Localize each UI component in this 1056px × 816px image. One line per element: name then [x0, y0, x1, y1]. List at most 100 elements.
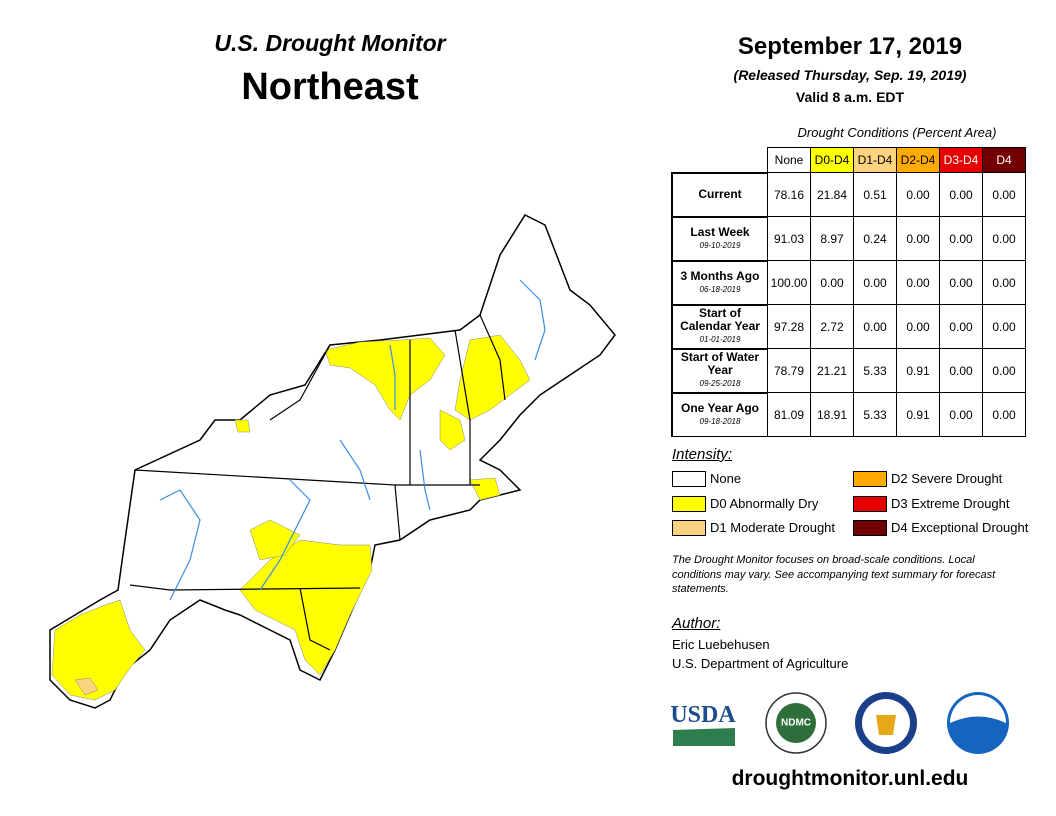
logos: USDA NDMC NOAA — [670, 692, 1009, 754]
logo-usda: USDA — [670, 702, 736, 746]
cell: 0.00 — [982, 348, 1026, 393]
row-label: Start of Calendar Year 01-01-2019 — [671, 303, 768, 349]
legend-title: Intensity: — [672, 446, 733, 463]
cell: 0.00 — [896, 304, 940, 349]
cell: 5.33 — [853, 392, 897, 437]
table-row: 3 Months Ago 06-18-2019 100.00 0.00 0.00 0.00… — [671, 259, 1026, 305]
logo-noaa: NOAA — [947, 692, 1009, 754]
row-name: Start of Calendar Year — [680, 306, 760, 333]
row-label: One Year Ago 09-18-2018 — [671, 391, 768, 437]
logo-doc — [855, 692, 917, 754]
released: (Released Thursday, Sep. 19, 2019) — [733, 67, 967, 83]
legend-swatch — [853, 520, 887, 536]
cell: 0.00 — [810, 260, 854, 305]
row-name: Current — [698, 187, 742, 201]
cell: 78.79 — [767, 348, 811, 393]
legend-label: D1 Moderate Drought — [710, 520, 836, 535]
legend-swatch — [853, 471, 887, 487]
cell: 0.00 — [939, 348, 983, 393]
cell: 0.00 — [853, 260, 897, 305]
cell: 0.00 — [982, 260, 1026, 305]
row-label: Last Week 09-10-2019 — [671, 215, 768, 261]
conditions-table: None D0-D4 D1-D4 D2-D4 D3-D4 D4 Current 78.16 21… — [671, 147, 1026, 437]
column-header: D1-D4 — [853, 147, 897, 173]
logo-ndmc: NDMC — [765, 692, 827, 754]
logo-disc — [776, 703, 816, 743]
region-outline — [49, 214, 616, 709]
author-org: U.S. Department of Agriculture — [672, 656, 849, 671]
cell: 0.00 — [896, 260, 940, 305]
column-header: None — [767, 147, 811, 173]
cell: 0.51 — [853, 172, 897, 217]
row-name: Last Week — [690, 224, 750, 239]
cell: 21.21 — [810, 348, 854, 393]
cell: 78.16 — [767, 172, 811, 217]
table-caption: Drought Conditions (Percent Area) — [797, 125, 997, 140]
table-row: Last Week 09-10-2019 91.03 8.97 0.24 0.00 0.00… — [671, 215, 1026, 261]
cell: 0.00 — [982, 216, 1026, 261]
header-row: None D0-D4 D1-D4 D2-D4 D3-D4 D4 — [672, 147, 1026, 173]
column-header: D0-D4 — [810, 147, 854, 173]
cell: 97.28 — [767, 304, 811, 349]
column-header: D4 — [982, 147, 1026, 173]
logo-text: NDMC — [781, 718, 811, 729]
cell: 0.24 — [853, 216, 897, 261]
row-date: 09-10-2019 — [699, 240, 741, 250]
legend-label: D2 Severe Drought — [891, 471, 1003, 486]
cell: 0.00 — [896, 172, 940, 217]
cell: 100.00 — [767, 260, 811, 305]
cell: 0.00 — [982, 172, 1026, 217]
cell: 21.84 — [810, 172, 854, 217]
cell: 91.03 — [767, 216, 811, 261]
cell: 0.00 — [939, 304, 983, 349]
row-date: 01-01-2019 — [699, 335, 741, 344]
row-date: 09-25-2018 — [699, 379, 741, 388]
table-row: Start of Calendar Year 01-01-2019 97.28 2.7… — [671, 303, 1026, 349]
date: September 17, 2019 — [737, 33, 963, 60]
cell: 81.09 — [767, 392, 811, 437]
author-title: Author: — [672, 615, 721, 632]
cell: 0.00 — [939, 260, 983, 305]
cell: 0.91 — [896, 392, 940, 437]
row-label: Start of Water Year 09-25-2018 — [671, 347, 768, 393]
cell: 0.00 — [939, 392, 983, 437]
title: U.S. Drought Monitor — [214, 30, 446, 56]
logo-shield — [876, 715, 896, 735]
drought-d0 — [51, 334, 531, 701]
legend-label: D0 Abnormally Dry — [710, 495, 819, 511]
legend-label: D4 Exceptional Drought — [891, 520, 1029, 535]
legend-label: D3 Extreme Drought — [891, 495, 1010, 511]
cell: 0.00 — [896, 216, 940, 261]
row-label: Current — [671, 171, 768, 217]
table-row: Start of Water Year 09-25-2018 78.79 21.21 5… — [671, 347, 1026, 393]
author-name: Eric Luebehusen — [672, 637, 770, 652]
state-lines — [129, 314, 506, 651]
logo-bird — [950, 695, 1006, 723]
logo-shape — [673, 728, 735, 746]
valid: Valid 8 a.m. EDT — [795, 89, 905, 105]
region: Northeast — [241, 66, 419, 108]
table-row: One Year Ago 09-18-2018 81.09 18.91 5.33 0.91… — [671, 391, 1026, 437]
rivers — [159, 279, 546, 601]
note: The Drought Monitor focuses on broad-sca… — [672, 554, 996, 595]
legend-swatch — [672, 471, 706, 487]
cell: 18.91 — [810, 392, 854, 437]
corner — [672, 148, 768, 173]
row-name: One Year Ago — [680, 400, 760, 415]
table-row: Current 78.16 21.84 0.51 0.00 0.00 0.00 — [671, 171, 1026, 217]
cell: 2.72 — [810, 304, 854, 349]
cell: 0.00 — [939, 216, 983, 261]
cell: 0.00 — [853, 304, 897, 349]
legend-swatch — [853, 495, 887, 512]
cell: 5.33 — [853, 348, 897, 393]
map — [49, 214, 616, 709]
logo-text: USDA — [670, 702, 736, 728]
cell: 0.00 — [982, 304, 1026, 349]
legend-label: None — [710, 471, 742, 486]
row-label: 3 Months Ago 06-18-2019 — [671, 259, 768, 305]
column-header: D2-D4 — [896, 147, 940, 173]
legend-swatch — [672, 495, 706, 512]
cell: 0.91 — [896, 348, 940, 393]
legend-swatch — [672, 520, 706, 536]
